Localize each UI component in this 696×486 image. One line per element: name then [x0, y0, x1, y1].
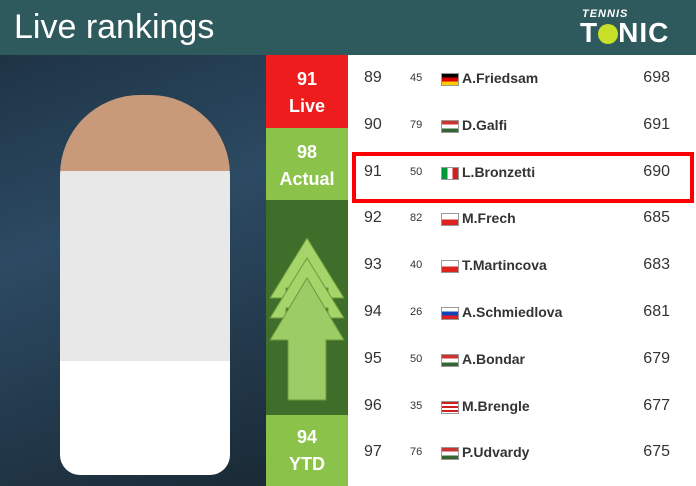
- ranking-row: 90 79 D.Galfi 691: [348, 102, 696, 149]
- header: Live rankings TENNIS T NIC: [0, 0, 696, 55]
- rank-change: 26: [410, 305, 423, 318]
- player-name: M.Brengle: [462, 397, 530, 414]
- ranking-row: 95 50 A.Bondar 679: [348, 336, 696, 383]
- player-name: D.Galfi: [462, 116, 508, 133]
- rank-change: 50: [410, 165, 423, 178]
- rank: 89: [364, 69, 382, 86]
- rank: 96: [364, 396, 382, 414]
- points: 685: [643, 209, 670, 227]
- ranking-row: 97 76 P.Udvardy 675: [348, 429, 696, 476]
- points: 677: [643, 396, 670, 414]
- player-name: A.Schmiedlova: [462, 303, 563, 320]
- ranking-row: 94 26 A.Schmiedlova 681: [348, 289, 696, 336]
- player-name: T.Martincova: [462, 257, 547, 274]
- hungary-flag-icon: [441, 353, 459, 367]
- rank-change: 35: [410, 399, 423, 412]
- hungary-flag-icon: [441, 447, 459, 461]
- live-rank-box: 91 Live: [266, 55, 348, 128]
- rank-change: 50: [410, 352, 423, 365]
- player-name: P.Udvardy: [462, 444, 530, 461]
- czech-republic-flag-icon: [441, 260, 459, 274]
- rank: 90: [364, 115, 382, 133]
- usa-flag-icon: [441, 400, 459, 414]
- points: 681: [643, 302, 670, 320]
- rank-change: 79: [410, 118, 423, 131]
- player-name: L.Bronzetti: [462, 163, 536, 180]
- rank: 94: [364, 302, 382, 320]
- ranking-row: 93 40 T.Martincova 683: [348, 242, 696, 289]
- player-photo: [0, 55, 266, 486]
- rankings-list: 89 45 A.Friedsam 698 90 79 D.Galfi 691 91 50 L.Bro…: [348, 55, 696, 476]
- germany-flag-icon: [441, 73, 459, 86]
- rank-change: 40: [410, 259, 423, 272]
- rank: 92: [364, 209, 382, 227]
- actual-rank-box: 98 Actual: [266, 128, 348, 200]
- ranking-row: 96 35 M.Brengle 677: [348, 383, 696, 430]
- points: 679: [643, 349, 670, 367]
- points: 683: [643, 256, 670, 274]
- points: 675: [643, 443, 670, 461]
- tennis-tonic-logo: TENNIS T NIC: [580, 8, 670, 48]
- page-title: Live rankings: [14, 8, 215, 46]
- rank-change: 82: [410, 212, 423, 225]
- rank-change: 76: [410, 446, 423, 459]
- poland-flag-icon: [441, 213, 459, 227]
- points: 691: [643, 115, 670, 133]
- points: 698: [643, 69, 670, 86]
- player-name: A.Friedsam: [462, 70, 539, 86]
- italy-flag-icon: [441, 166, 459, 180]
- hungary-flag-icon: [441, 119, 459, 133]
- up-arrow-icon: [269, 237, 345, 401]
- ranking-row: 92 82 M.Frech 685: [348, 195, 696, 242]
- rank: 97: [364, 443, 382, 461]
- player-name: A.Bondar: [462, 350, 525, 367]
- rank: 93: [364, 256, 382, 274]
- ytd-rank-box: 94 YTD: [266, 415, 348, 486]
- rank: 91: [364, 162, 382, 180]
- ranking-row: 89 45 A.Friedsam 698: [348, 55, 696, 102]
- slovakia-flag-icon: [441, 306, 459, 320]
- rank-change: 45: [410, 72, 423, 84]
- tennis-ball-icon: [598, 24, 619, 44]
- trend-box: [266, 200, 348, 415]
- points: 690: [643, 162, 670, 180]
- rank: 95: [364, 349, 382, 367]
- ranking-row: 91 50 L.Bronzetti 690: [348, 149, 696, 196]
- player-name: M.Frech: [462, 210, 516, 227]
- highlight-box: [352, 152, 694, 203]
